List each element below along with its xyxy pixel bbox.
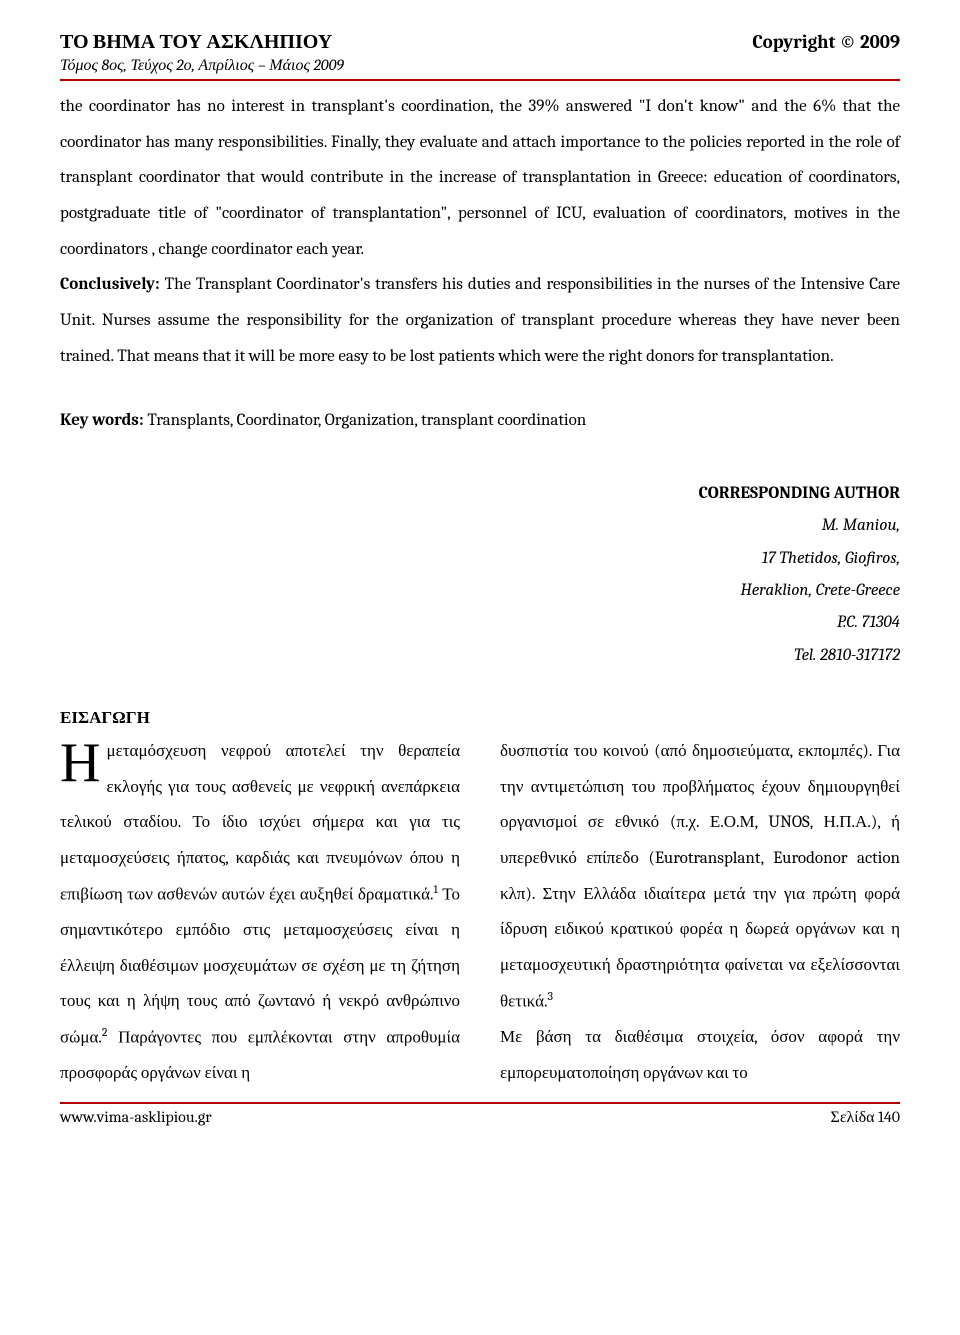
footnote-ref-3: 3 bbox=[548, 989, 553, 1003]
col2-text-post: Με βάση τα διαθέσιμα στοιχεία, όσον αφορ… bbox=[500, 1020, 900, 1091]
copyright: Copyright © 2009 bbox=[752, 31, 900, 53]
conclusively-text: The Transplant Coordinator's transfers h… bbox=[60, 275, 900, 365]
col1-text-post: Το σημαντικότερο εμπόδιο στις μεταμοσχεύ… bbox=[60, 885, 460, 1047]
keywords-line: Key words: Transplants, Coordinator, Org… bbox=[60, 403, 900, 439]
dropcap: Η bbox=[60, 734, 106, 788]
two-column-body: Ημεταμόσχευση νεφρού αποτελεί την θεραπε… bbox=[60, 734, 900, 1092]
header-divider bbox=[60, 79, 900, 81]
footer-url: www.vima-asklipiou.gr bbox=[60, 1108, 212, 1127]
corresponding-author-name: M. Maniou, bbox=[60, 510, 900, 542]
col2-text-pre: δυσπιστία του κοινού (από δημοσιεύματα, … bbox=[500, 742, 900, 1011]
keywords-text: Transplants, Coordinator, Organization, … bbox=[144, 411, 587, 430]
corresponding-author-address2: Heraklion, Crete-Greece bbox=[60, 575, 900, 607]
corresponding-author-block: CORRESPONDING AUTHOR M. Maniou, 17 Theti… bbox=[60, 478, 900, 672]
conclusively-label: Conclusively: bbox=[60, 275, 160, 294]
issue-line: Τόμος 8ος, Τεύχος 2ο, Απρίλιος – Μάιος 2… bbox=[60, 56, 900, 75]
corresponding-author-pc: P.C. 71304 bbox=[60, 607, 900, 639]
abstract-conclusively: Conclusively: The Transplant Coordinator… bbox=[60, 267, 900, 374]
corresponding-author-tel: Tel. 2810-317172 bbox=[60, 640, 900, 672]
footer-divider bbox=[60, 1102, 900, 1104]
section-title-intro: ΕΙΣΑΓΩΓΗ bbox=[60, 708, 900, 728]
footer-page-number: Σελίδα 140 bbox=[831, 1108, 900, 1127]
col1-text-pre: μεταμόσχευση νεφρού αποτελεί την θεραπεί… bbox=[60, 742, 460, 904]
column-left: Ημεταμόσχευση νεφρού αποτελεί την θεραπε… bbox=[60, 734, 460, 1092]
abstract-paragraph-1: the coordinator has no interest in trans… bbox=[60, 89, 900, 267]
corresponding-author-title: CORRESPONDING AUTHOR bbox=[60, 478, 900, 510]
corresponding-author-address1: 17 Thetidos, Giofiros, bbox=[60, 543, 900, 575]
col1-text-post2: Παράγοντες που εμπλέκονται στην απροθυμί… bbox=[60, 1029, 460, 1084]
keywords-label: Key words: bbox=[60, 411, 144, 430]
column-right: δυσπιστία του κοινού (από δημοσιεύματα, … bbox=[500, 734, 900, 1092]
journal-title: ΤΟ ΒΗΜΑ ΤΟΥ ΑΣΚΛΗΠΙΟΥ bbox=[60, 30, 332, 54]
